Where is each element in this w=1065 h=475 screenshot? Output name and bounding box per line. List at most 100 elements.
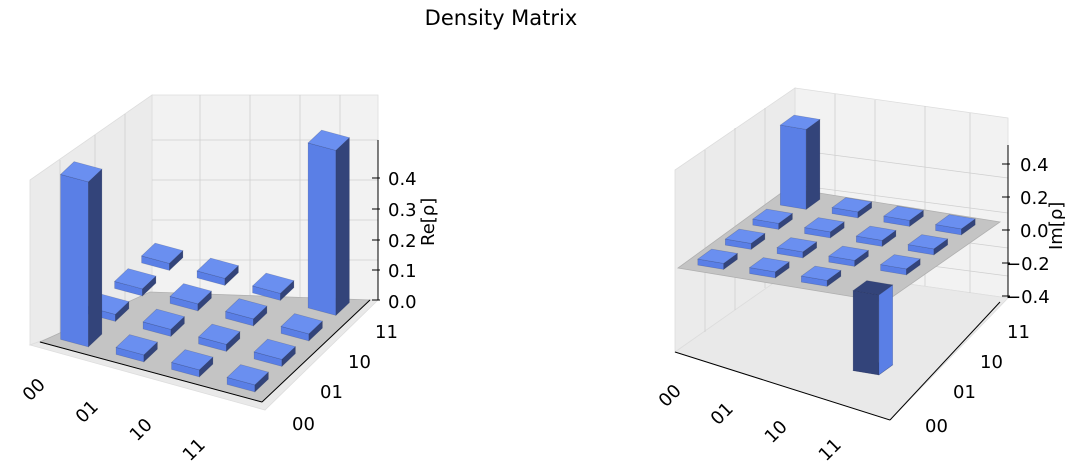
y-axis: 00 01 10 11	[889, 301, 1030, 437]
bar	[779, 114, 821, 210]
bar-top-face	[752, 208, 794, 224]
bar-top-face	[141, 242, 184, 264]
bar	[852, 280, 894, 376]
bars	[60, 129, 350, 393]
bar-top-face	[171, 349, 214, 371]
bar-top-face	[803, 217, 845, 233]
bar	[169, 283, 212, 312]
bar-top-face	[907, 234, 949, 250]
y-tick-label: 01	[953, 382, 976, 403]
bar	[697, 248, 739, 270]
figure-title: Density Matrix	[424, 6, 578, 30]
bar-top-face	[748, 257, 790, 273]
bar	[752, 208, 794, 230]
z-tick-label: 0.1	[388, 261, 417, 282]
bar	[724, 228, 766, 250]
bar-top-face	[196, 257, 239, 279]
bar	[226, 364, 269, 393]
y-axis: 00 01 10 11	[261, 299, 398, 435]
bar-top-face	[724, 228, 766, 244]
bar	[171, 349, 214, 378]
bar	[307, 129, 350, 317]
real-part-chart: 0.4 0.3 0.2 0.1 0.0 Re[ρ] 00 01 10 11 00…	[19, 94, 439, 466]
bar-top-face	[60, 161, 103, 183]
bar	[142, 308, 185, 338]
bars	[697, 114, 976, 376]
bar-side-face	[335, 136, 350, 317]
bar	[855, 225, 897, 247]
bar	[225, 298, 268, 327]
bar	[198, 323, 241, 353]
x-tick-label: 10	[126, 414, 157, 445]
bar-top-face	[114, 268, 157, 290]
z-axis-label: Re[ρ]	[418, 198, 439, 246]
z-tick-label: 0.4	[1020, 155, 1049, 176]
bar-top-face	[225, 298, 268, 320]
x-tick-label: 11	[815, 434, 846, 465]
bar-top-face	[855, 225, 897, 241]
bar-side-face	[88, 168, 103, 348]
bar-top-face	[115, 334, 158, 356]
x-tick-label: 01	[72, 396, 103, 427]
bar	[831, 197, 873, 219]
bar-top-face	[169, 283, 212, 305]
bar-side-face	[805, 118, 821, 210]
y-tick-label: 00	[292, 414, 315, 435]
y-tick-label: 10	[980, 352, 1003, 373]
bar-front-face	[307, 142, 337, 316]
bar-top-face	[828, 245, 870, 261]
z-tick-label: 0.3	[388, 200, 417, 221]
z-axis-label: Im[ρ]	[1046, 202, 1065, 250]
bar	[803, 217, 845, 239]
z-tick-label: −0.2	[1006, 254, 1050, 275]
bar	[907, 234, 949, 256]
imag-part-chart: 0.4 0.2 0.0 −0.2 −0.4 Im[ρ] 00 01 10 11 …	[655, 87, 1065, 466]
bar-top-face	[883, 205, 925, 221]
z-tick-label: 0.2	[388, 231, 417, 252]
bar-front-face	[780, 124, 807, 210]
z-tick-label: 0.0	[388, 292, 417, 313]
bar-top-face	[307, 129, 350, 151]
bar-top-face	[697, 248, 739, 264]
z-tick-label: 0.2	[1020, 188, 1049, 209]
bar	[883, 205, 925, 227]
bar-top-face	[831, 197, 873, 213]
bar	[748, 257, 790, 279]
x-tick-label: 11	[179, 434, 210, 465]
bar	[115, 334, 158, 363]
z-axis: 0.4 0.3 0.2 0.1 0.0 Re[ρ]	[372, 140, 439, 313]
y-tick-label: 01	[320, 382, 343, 403]
bar-top-face	[779, 114, 821, 130]
bar-cap-face	[852, 280, 894, 296]
bar-top-face	[934, 214, 976, 230]
bar	[60, 161, 103, 348]
z-axis: 0.4 0.2 0.0 −0.2 −0.4 Im[ρ]	[1002, 145, 1065, 308]
bar	[280, 313, 323, 342]
y-tick-label: 10	[348, 352, 371, 373]
y-tick-label: 11	[375, 322, 398, 343]
bar-side-face	[878, 284, 894, 376]
bar	[879, 254, 921, 276]
bar-top-face	[198, 323, 241, 345]
bar-top-face	[252, 272, 295, 294]
bar-top-face	[280, 313, 323, 335]
bar-front-face	[60, 174, 89, 348]
bar-top-face	[226, 364, 269, 386]
bar-top-face	[776, 237, 818, 253]
bar-front-face	[852, 290, 880, 376]
bar	[800, 265, 842, 287]
x-tick-label: 01	[707, 398, 738, 429]
bar-top-face	[800, 265, 842, 281]
bar-top-face	[879, 254, 921, 270]
x-tick-label: 00	[655, 380, 686, 411]
bar-top-face	[142, 308, 185, 330]
bar	[114, 268, 157, 297]
x-tick-label: 00	[19, 374, 50, 405]
bar	[141, 242, 184, 272]
z-tick-label: 0.4	[388, 169, 417, 190]
bar	[196, 257, 239, 287]
bar-top-face	[253, 338, 296, 360]
y-tick-label: 00	[925, 416, 948, 437]
z-tick-label: −0.4	[1006, 287, 1050, 308]
y-tick-label: 11	[1007, 322, 1030, 343]
